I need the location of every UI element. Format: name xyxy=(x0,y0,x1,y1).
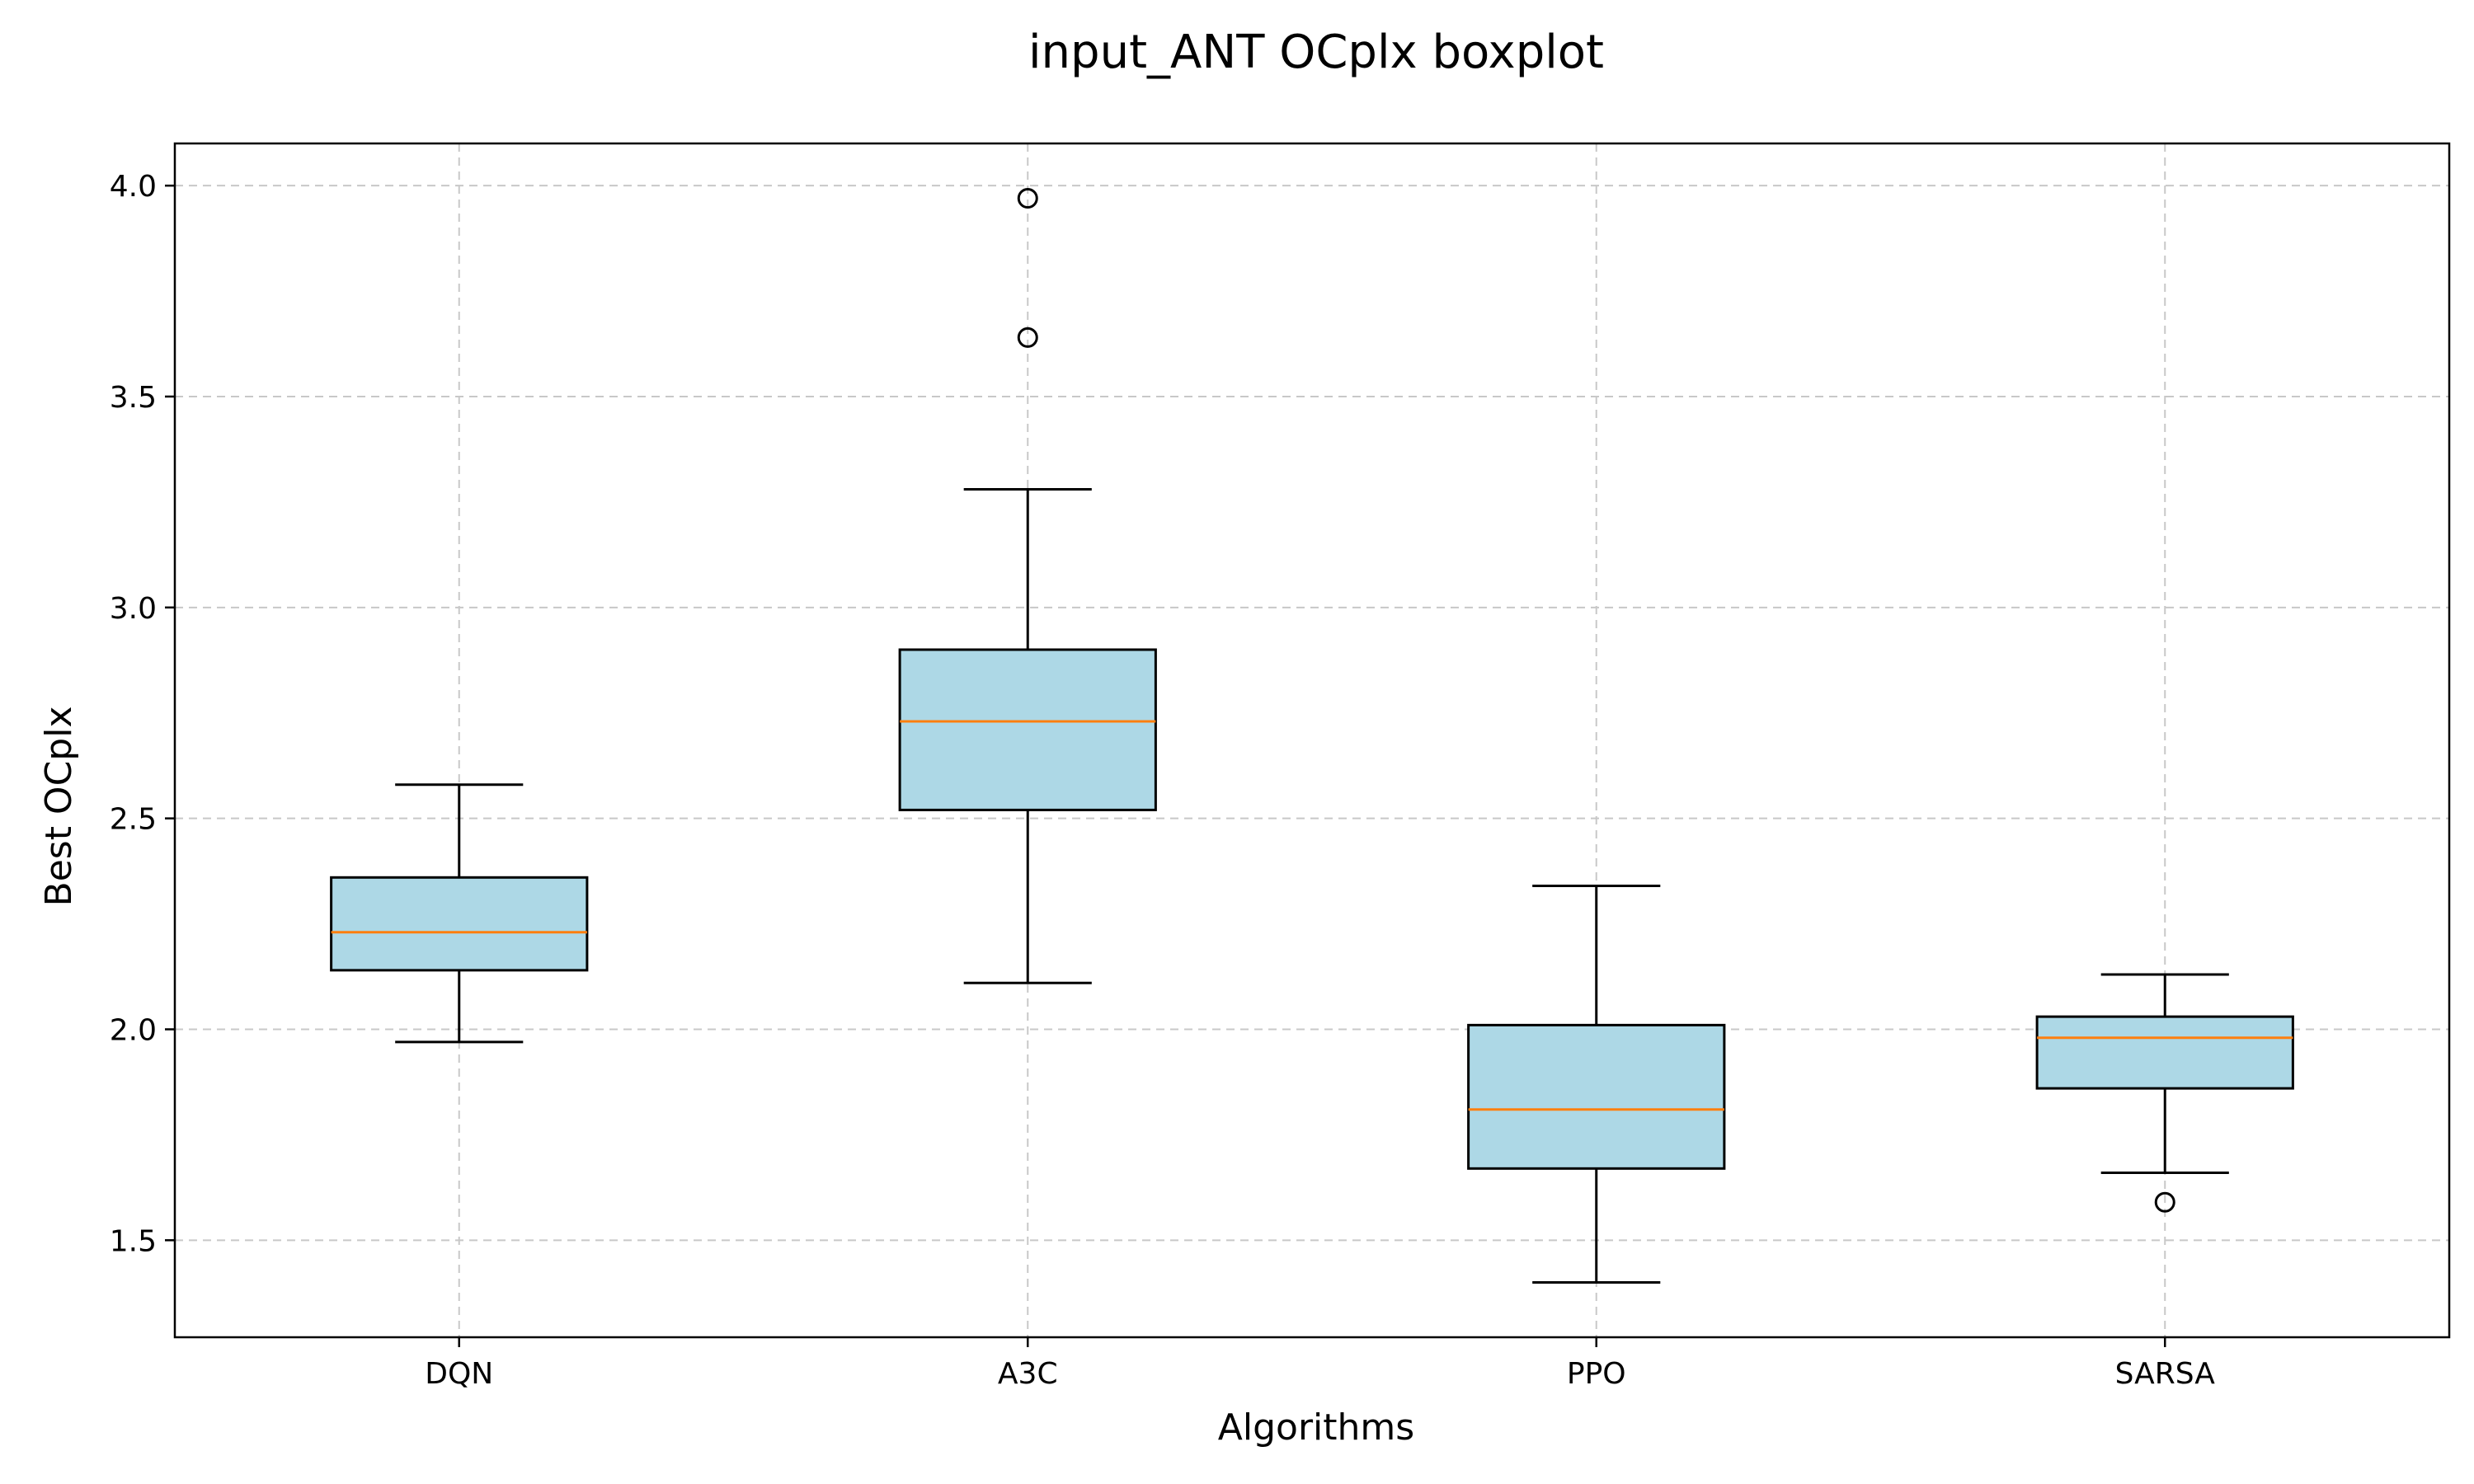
y-tick-label: 4.0 xyxy=(110,170,157,204)
outlier-point xyxy=(1017,326,1038,348)
y-tick-label: 3.0 xyxy=(110,592,157,626)
box xyxy=(898,648,1157,811)
y-tick-label: 3.5 xyxy=(110,381,157,415)
box xyxy=(330,876,589,972)
x-tick-label: DQN xyxy=(425,1357,493,1391)
box-group-dqn xyxy=(330,783,589,1044)
x-tick-label: PPO xyxy=(1567,1357,1626,1391)
box-group-a3c xyxy=(898,188,1157,984)
x-tick-label: A3C xyxy=(998,1357,1058,1391)
plot-frame xyxy=(173,142,2451,1339)
grid xyxy=(175,143,2449,1337)
box xyxy=(2035,1015,2294,1090)
outlier-point xyxy=(1017,188,1038,209)
box-group-sarsa xyxy=(2035,973,2294,1213)
y-tick-label: 2.0 xyxy=(110,1013,157,1047)
axes: 1.5 2.0 2.5 3.0 3.5 4.0 DQN A3C PPO SARSA xyxy=(110,142,2451,1391)
box-group-ppo xyxy=(1467,885,1726,1284)
y-axis-label: Best OCplx xyxy=(38,707,80,907)
boxes xyxy=(330,188,2294,1284)
chart-title: input_ANT OCplx boxplot xyxy=(1028,26,1604,79)
y-tick-label: 1.5 xyxy=(110,1224,157,1258)
y-tick-label: 2.5 xyxy=(110,803,157,837)
x-axis-label: Algorithms xyxy=(1218,1407,1414,1449)
x-tick-label: SARSA xyxy=(2115,1357,2216,1391)
box xyxy=(1467,1023,1726,1170)
outlier-point xyxy=(2154,1191,2175,1213)
